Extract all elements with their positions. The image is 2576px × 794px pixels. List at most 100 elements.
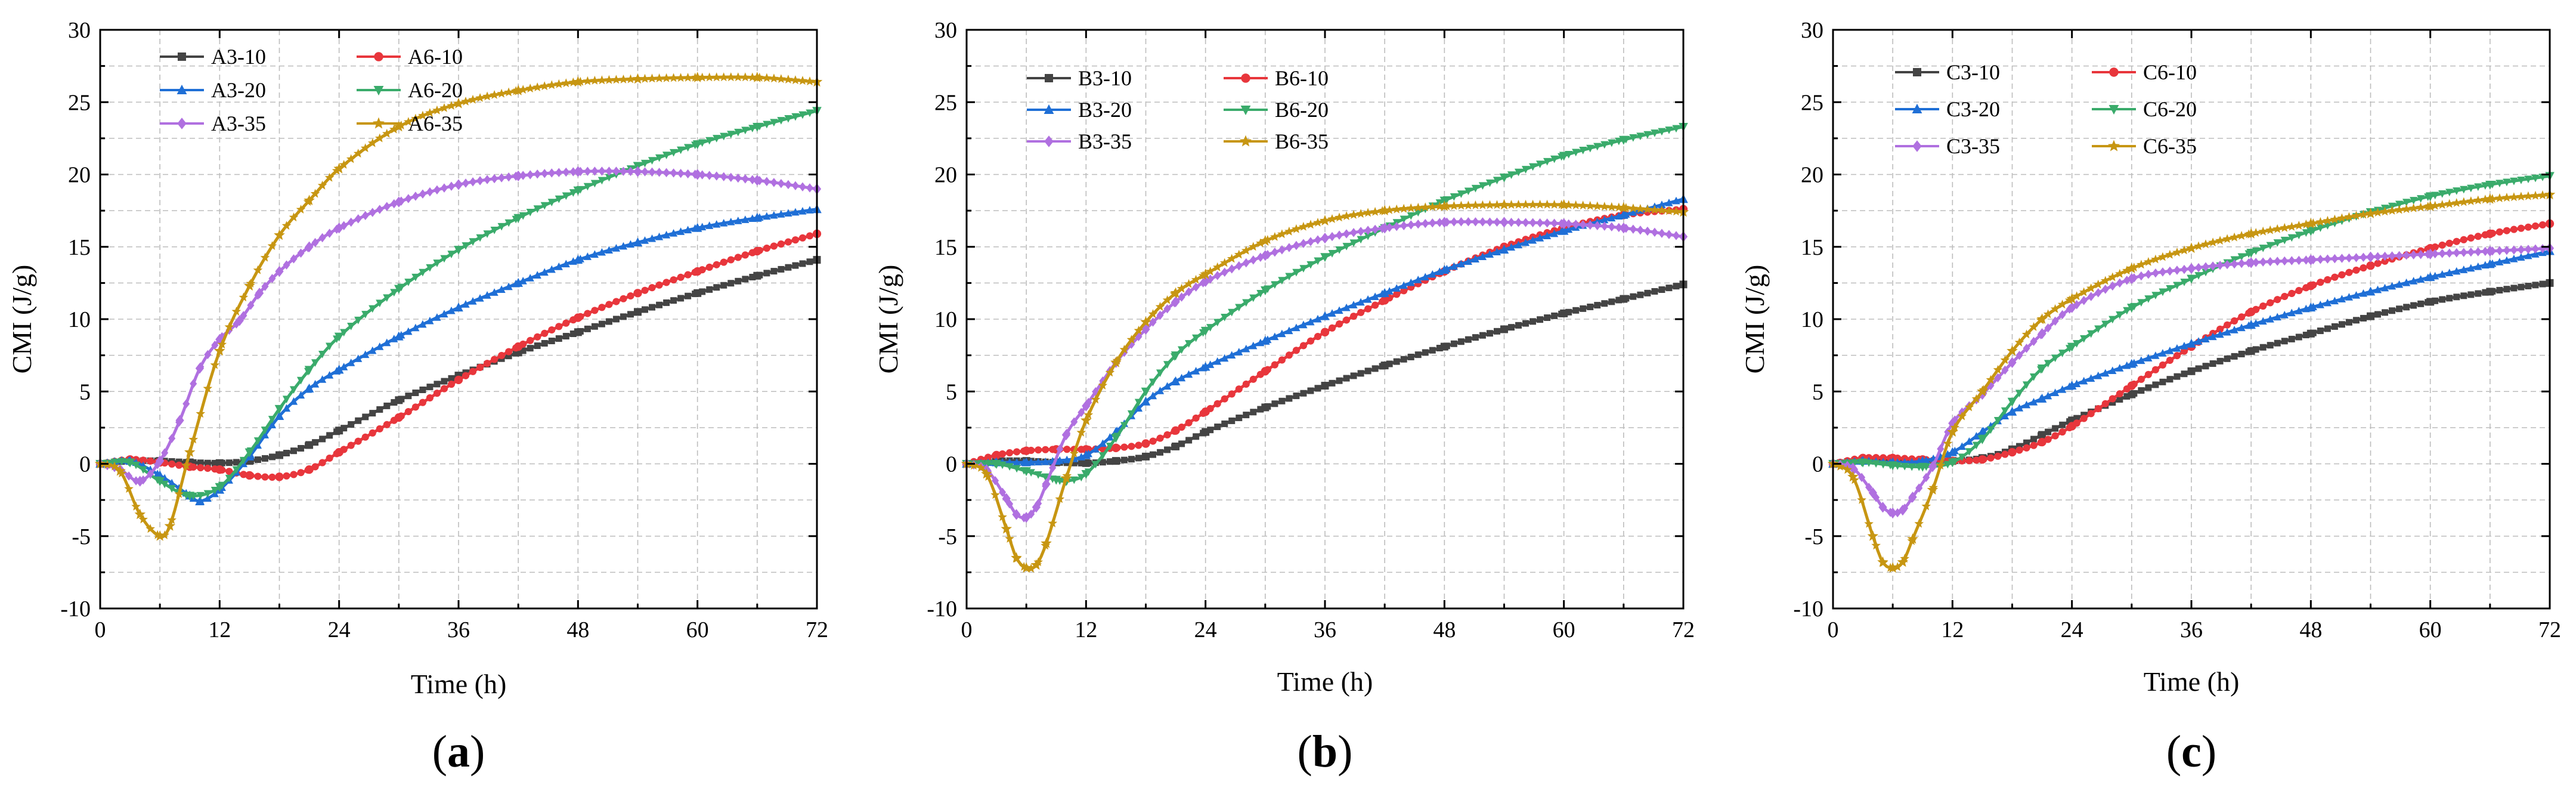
series-marker: [1972, 432, 1980, 440]
series-marker: [2166, 347, 2174, 354]
series-marker: [2101, 400, 2109, 407]
panel-label-close: ): [2202, 727, 2216, 777]
data-point: [1172, 442, 1180, 450]
series-marker: [1228, 264, 1236, 274]
series-marker: [1207, 427, 1214, 434]
data-point: [1379, 205, 1391, 215]
data-point: [692, 140, 702, 150]
series-marker: [2460, 248, 2467, 257]
series-marker: [1357, 227, 1365, 236]
series-marker: [340, 425, 348, 432]
data-point: [2366, 251, 2375, 262]
series-marker: [361, 350, 370, 359]
series-marker: [204, 350, 212, 360]
data-point: [1021, 457, 1031, 466]
series-marker: [620, 313, 627, 320]
series-marker: [2001, 412, 2010, 420]
legend-item: B6-20: [1224, 98, 1329, 122]
series-marker: [2373, 208, 2383, 217]
series-marker: [2073, 300, 2080, 310]
data-point: [195, 363, 205, 374]
series-marker: [2086, 283, 2096, 292]
series-marker: [1284, 226, 1294, 236]
x-tick-label: 60: [1553, 617, 1575, 642]
series-marker: [1392, 204, 1401, 214]
series-marker: [1235, 261, 1243, 271]
series-marker: [147, 469, 154, 479]
series-marker: [1478, 252, 1487, 260]
y-tick-label: 5: [946, 379, 957, 404]
series-marker: [1292, 323, 1301, 332]
series-marker: [1221, 314, 1229, 322]
series-marker: [2266, 314, 2274, 323]
series-marker: [2374, 252, 2382, 261]
series-marker: [2015, 390, 2024, 398]
series-marker: [131, 501, 141, 511]
series-marker: [1214, 424, 1221, 431]
series-marker: [640, 236, 649, 244]
series-marker: [727, 256, 735, 264]
series-marker: [419, 398, 426, 406]
series-marker: [2287, 308, 2296, 317]
series-marker: [590, 250, 599, 258]
data-point: [1619, 209, 1628, 219]
series-marker: [498, 351, 506, 360]
series-marker: [2272, 224, 2283, 233]
series-marker: [168, 478, 176, 487]
series-marker: [1364, 367, 1371, 375]
series-marker: [992, 475, 999, 486]
data-point: [305, 441, 314, 449]
series-marker: [526, 208, 534, 217]
series-marker: [1163, 431, 1171, 439]
series-marker: [569, 167, 577, 177]
series-marker: [1521, 238, 1530, 246]
series-marker: [1507, 243, 1516, 251]
series-marker: [562, 319, 570, 327]
series-marker: [533, 205, 541, 213]
series-marker: [541, 169, 549, 178]
series-marker: [361, 311, 370, 319]
series-marker: [670, 149, 678, 157]
series-marker: [626, 74, 636, 84]
series-marker: [734, 254, 742, 261]
series-marker: [1643, 131, 1652, 139]
data-point: [692, 72, 703, 82]
series-marker: [698, 170, 706, 180]
panel-label: (c): [2166, 727, 2216, 777]
series-marker: [2273, 239, 2281, 247]
series-marker: [261, 473, 269, 481]
data-point: [2038, 328, 2046, 339]
data-point: [1947, 426, 1958, 437]
series-marker: [2317, 279, 2324, 286]
series-marker: [1271, 400, 1278, 407]
series-marker: [1973, 456, 1980, 464]
series-marker: [369, 208, 376, 217]
x-tick-label: 24: [328, 617, 351, 642]
series-marker: [1236, 414, 1243, 421]
series-marker: [2222, 234, 2232, 243]
series-marker: [1078, 407, 1085, 418]
series-marker: [354, 316, 363, 325]
series-marker: [662, 279, 670, 286]
data-point: [454, 179, 463, 190]
series-marker: [647, 73, 657, 83]
series-marker: [1644, 289, 1651, 296]
series-marker: [1242, 299, 1250, 307]
series-marker: [798, 206, 807, 215]
series-marker: [2416, 202, 2426, 212]
series-marker: [1485, 250, 1494, 258]
data-point: [1918, 462, 1928, 472]
data-point: [335, 447, 343, 457]
series-marker: [2446, 295, 2453, 302]
data-point: [1141, 396, 1151, 406]
data-point: [2127, 359, 2137, 368]
series-marker: [260, 252, 270, 262]
data-point: [1321, 382, 1329, 390]
series-marker: [1658, 200, 1666, 208]
series-marker: [720, 218, 728, 227]
series-marker: [181, 461, 191, 470]
series-marker: [426, 384, 434, 391]
series-marker: [2460, 236, 2467, 243]
series-marker: [2516, 191, 2526, 201]
